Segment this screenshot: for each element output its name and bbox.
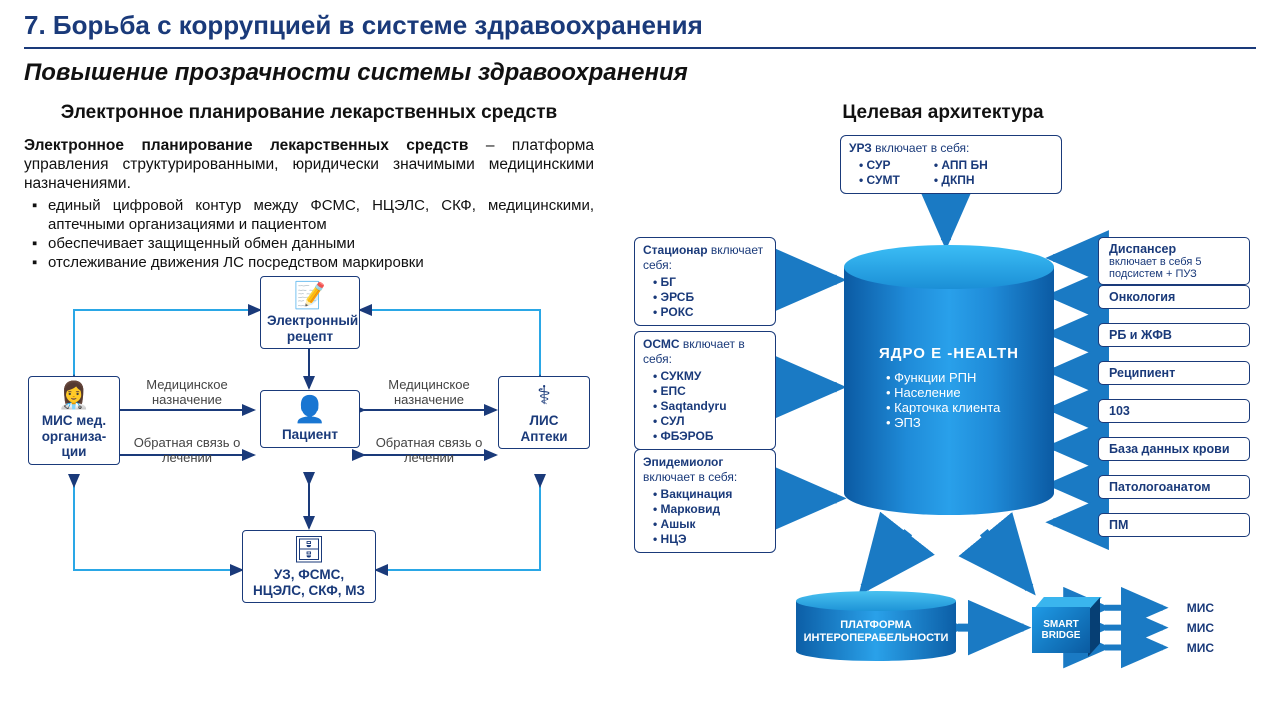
smart-bridge-cube: SMART BRIDGE	[1032, 597, 1100, 653]
right-section-title: Целевая архитектура	[630, 101, 1256, 125]
pharmacy-icon: ⚕	[505, 381, 583, 411]
node-mis: 👩‍⚕️ МИС мед. организа-ции	[28, 376, 120, 464]
tag: База данных крови	[1098, 437, 1250, 461]
box-item: СУР	[859, 158, 900, 173]
doctor-icon: 👩‍⚕️	[35, 381, 113, 411]
tag: Реципиент	[1098, 361, 1250, 385]
box-item: ЕПС	[653, 384, 767, 399]
box-hdr: Эпидемиолог	[643, 455, 723, 469]
core-cylinder: ЯДРО E -HEALTH Функции РПН Население Кар…	[844, 245, 1054, 515]
core-item: Население	[886, 385, 1038, 400]
box-item: Ашык	[653, 517, 767, 532]
tag: ПМ	[1098, 513, 1250, 537]
platform-cylinder: ПЛАТФОРМА ИНТЕРОПЕРАБЕЛЬНОСТИ	[796, 591, 956, 661]
box-hdr-suffix: включает в себя:	[643, 470, 737, 484]
left-description: Электронное планирование лекарственных с…	[24, 137, 594, 194]
bullet: единый цифровой контур между ФСМС, НЦЭЛС…	[48, 197, 594, 235]
box-hdr: Стационар	[643, 243, 708, 257]
node-label: Электронный рецепт	[267, 313, 358, 344]
box-item: Вакцинация	[653, 487, 767, 502]
flow-label-assign: Медицинское назначение	[374, 378, 484, 408]
box-osms: ОСМС включает в себя: СУКМУ ЕПС Saqtandy…	[634, 331, 776, 450]
right-diagram: УРЗ включает в себя: СУРСУМТ АПП БНДКПН …	[630, 129, 1256, 689]
tag-sub: включает в себя 5 подсистем + ПУЗ	[1109, 256, 1239, 280]
platform-label: ПЛАТФОРМА ИНТЕРОПЕРАБЕЛЬНОСТИ	[796, 619, 956, 645]
node-label: УЗ, ФСМС, НЦЭЛС, СКФ, МЗ	[253, 567, 365, 598]
core-item: ЭПЗ	[886, 415, 1038, 430]
tag: 103	[1098, 399, 1250, 423]
document-icon: 📝	[267, 281, 353, 311]
right-column: Целевая архитектура	[630, 101, 1256, 689]
box-item: СУЛ	[653, 414, 767, 429]
box-hdr-suffix: включает в себя:	[875, 141, 969, 155]
node-bottom: 🗄 УЗ, ФСМС, НЦЭЛС, СКФ, МЗ	[242, 530, 376, 603]
tag: Онкология	[1098, 285, 1250, 309]
left-diagram: 📝 Электронный рецепт 👩‍⚕️ МИС мед. орган…	[24, 280, 594, 620]
box-urz: УРЗ включает в себя: СУРСУМТ АПП БНДКПН	[840, 135, 1062, 194]
node-label: МИС мед. организа-ции	[42, 413, 107, 459]
left-section-title: Электронное планирование лекарственных с…	[24, 101, 594, 125]
node-label: Пациент	[282, 427, 338, 442]
flow-label-feedback: Обратная связь о лечении	[132, 436, 242, 466]
box-hdr: ОСМС	[643, 337, 680, 351]
box-stationar: Стационар включает себя: БГ ЭРСБ РОКС	[634, 237, 776, 326]
tag-dispanser: Диспансер включает в себя 5 подсистем + …	[1098, 237, 1250, 285]
flow-label-feedback: Обратная связь о лечении	[374, 436, 484, 466]
box-item: ЭРСБ	[653, 290, 767, 305]
database-icon: 🗄	[249, 535, 369, 565]
flow-label-assign: Медицинское назначение	[132, 378, 242, 408]
node-patient: 👤 Пациент	[260, 390, 360, 447]
left-bullets: единый цифровой контур между ФСМС, НЦЭЛС…	[24, 197, 594, 272]
bullet: обеспечивает защищенный обмен данными	[48, 235, 594, 254]
core-item: Функции РПН	[886, 370, 1038, 385]
tag: РБ и ЖФВ	[1098, 323, 1250, 347]
box-item: РОКС	[653, 305, 767, 320]
person-icon: 👤	[267, 395, 353, 425]
mis-label: МИС	[1174, 641, 1214, 655]
box-item: СУКМУ	[653, 369, 767, 384]
bridge-label: SMART BRIDGE	[1032, 607, 1090, 653]
box-item: Saqtandyru	[653, 399, 767, 414]
core-item: Карточка клиента	[886, 400, 1038, 415]
mis-label: МИС	[1174, 621, 1214, 635]
tag-label: Диспансер	[1109, 242, 1176, 256]
desc-bold: Электронное планирование лекарственных с…	[24, 137, 468, 154]
box-item: АПП БН	[934, 158, 988, 173]
node-label: ЛИС Аптеки	[520, 413, 567, 444]
node-rx: 📝 Электронный рецепт	[260, 276, 360, 349]
box-epidem: Эпидемиолог включает в себя: Вакцинация …	[634, 449, 776, 553]
box-item: БГ	[653, 275, 767, 290]
core-title: ЯДРО E -HEALTH	[860, 345, 1038, 362]
bullet: отслеживание движения ЛС посредством мар…	[48, 254, 594, 273]
box-item: ФБЭРОБ	[653, 429, 767, 444]
node-lis: ⚕ ЛИС Аптеки	[498, 376, 590, 449]
box-item: СУМТ	[859, 173, 900, 188]
box-item: ДКПН	[934, 173, 988, 188]
tag: Патологоанатом	[1098, 475, 1250, 499]
slide-title: 7. Борьба с коррупцией в системе здравоо…	[24, 10, 1256, 49]
box-item: НЦЭ	[653, 532, 767, 547]
slide-subtitle: Повышение прозрачности системы здравоохр…	[24, 59, 1256, 87]
box-item: Mapковид	[653, 502, 767, 517]
box-hdr: УРЗ	[849, 141, 872, 155]
left-column: Электронное планирование лекарственных с…	[24, 101, 594, 689]
mis-label: МИС	[1174, 601, 1214, 615]
